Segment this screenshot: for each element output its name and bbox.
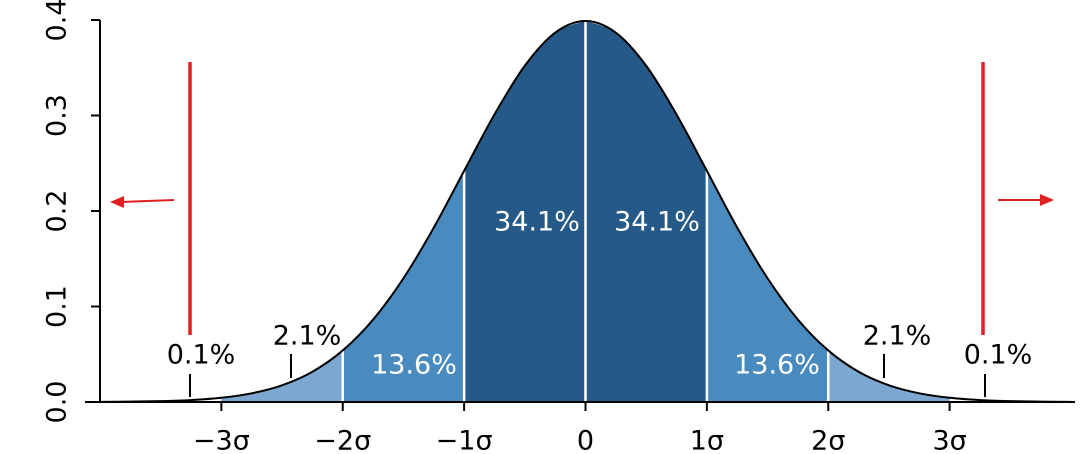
y-tick-label: 0.4: [42, 0, 73, 41]
tail-label: 0.1%: [167, 340, 236, 371]
x-tick-label: −2σ: [314, 426, 371, 454]
region-label: 13.6%: [734, 350, 820, 381]
y-tick-label: 0.3: [42, 94, 73, 137]
right-arrow: [998, 194, 1054, 206]
x-tick-label: 0: [577, 426, 594, 454]
left-arrow: [110, 196, 175, 208]
y-tick-label: 0.2: [42, 190, 73, 233]
region-label: 13.6%: [371, 350, 457, 381]
x-tick-label: 1σ: [690, 426, 724, 454]
region: [828, 350, 950, 402]
density-curve: [99, 20, 1072, 403]
region-label: 34.1%: [614, 207, 700, 238]
x-tick-label: −1σ: [436, 426, 493, 454]
region-label: 2.1%: [273, 321, 342, 352]
x-tick-label: −3σ: [193, 426, 250, 454]
x-tick-label: 3σ: [932, 426, 966, 454]
region: [221, 350, 343, 402]
region-label: 34.1%: [494, 207, 580, 238]
x-tick-label: 2σ: [811, 426, 845, 454]
y-tick-label: 0.1: [42, 285, 73, 328]
y-tick-label: 0.0: [42, 381, 73, 424]
region-label: 2.1%: [863, 321, 932, 352]
tail-label: 0.1%: [964, 340, 1033, 371]
